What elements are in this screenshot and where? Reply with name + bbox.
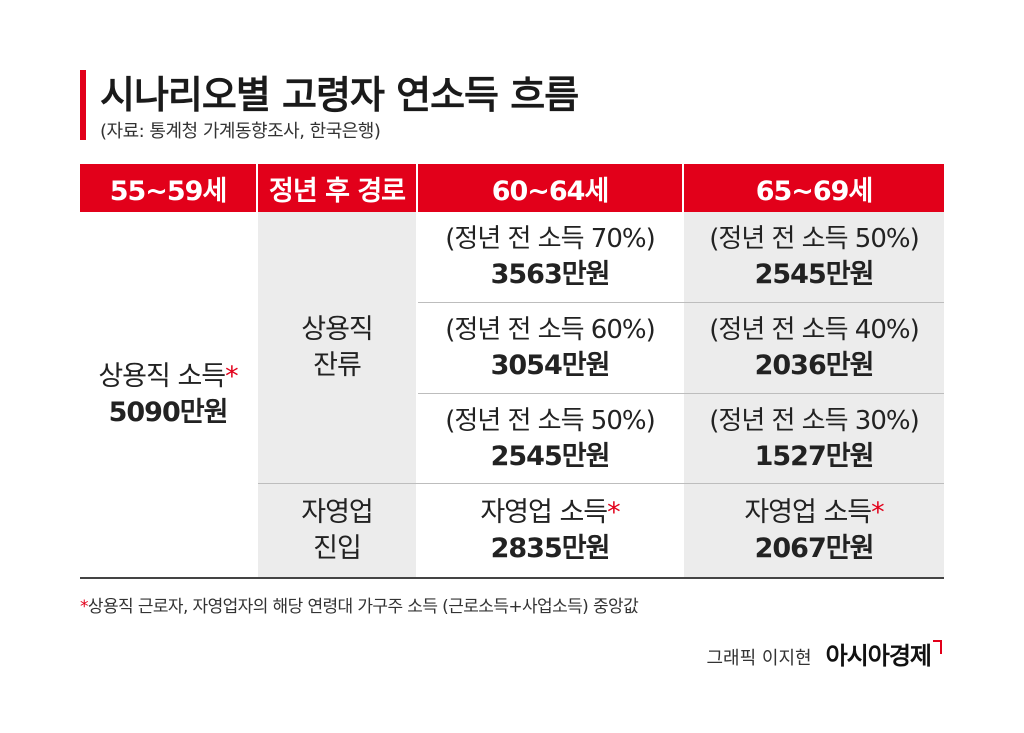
amount-value: 2036만원 [754, 350, 875, 381]
header-60-64: 60~64세 [418, 164, 682, 212]
amount-value: 3563만원 [490, 259, 611, 290]
row-divider [418, 302, 944, 303]
header-65-69: 65~69세 [684, 164, 944, 212]
pct-label: (정년 전 소득 40%) [709, 315, 919, 345]
row-divider [258, 483, 944, 484]
pct-label: (정년 전 소득 50%) [709, 224, 919, 254]
header-55-59: 55~59세 [80, 164, 256, 212]
pct-label: 자영업 소득* [744, 496, 884, 528]
pct-label: (정년 전 소득 50%) [445, 405, 655, 436]
credit-byline: 그래픽 이지현 [706, 648, 812, 669]
amount-value: 2545만원 [490, 440, 611, 472]
pct-label: (정년 전 소득 70%) [445, 224, 655, 254]
credit: 그래픽 이지현 아시아경제 [706, 636, 942, 671]
footnote: *상용직 근로자, 자영업자의 해당 연령대 가구주 소득 (근로소득+사업소득… [80, 597, 639, 617]
pct-label: (정년 전 소득 30%) [709, 405, 919, 436]
cell-55-59-amount: 5090만원 [108, 396, 229, 428]
amount-value: 3054만원 [490, 350, 611, 381]
cell-60-64-row3: (정년 전 소득 50%) 2545만원 [418, 394, 682, 483]
source-note: (자료: 통계청 가계동향조사, 한국은행) [100, 121, 381, 142]
cell-60-64-row1: (정년 전 소득 70%) 3563만원 [418, 212, 682, 302]
cell-60-64-row4: 자영업 소득* 2835만원 [418, 484, 682, 577]
path-stay-line2: 잔류 [313, 349, 362, 381]
header-path: 정년 후 경로 [258, 164, 416, 212]
row-divider [418, 393, 944, 394]
path-stay: 상용직 잔류 [258, 212, 416, 483]
amount-value: 2545만원 [754, 259, 875, 290]
path-self-line1: 자영업 [301, 496, 374, 528]
cell-65-69-row2: (정년 전 소득 40%) 2036만원 [684, 303, 944, 393]
cell-65-69-row1: (정년 전 소득 50%) 2545만원 [684, 212, 944, 302]
logo-mark-icon [933, 640, 942, 654]
table-bottom-rule [80, 577, 944, 579]
pct-label: 자영업 소득* [480, 496, 620, 528]
cell-65-69-row4: 자영업 소득* 2067만원 [684, 484, 944, 577]
path-self: 자영업 진입 [258, 484, 416, 577]
cell-60-64-row2: (정년 전 소득 60%) 3054만원 [418, 303, 682, 393]
amount-value: 2835만원 [490, 532, 611, 564]
amount-value: 2067만원 [754, 532, 875, 564]
page-title: 시나리오별 고령자 연소득 흐름 [100, 73, 579, 117]
path-stay-line1: 상용직 [301, 313, 374, 345]
path-self-line2: 진입 [313, 532, 362, 564]
cell-55-59: 상용직 소득* 5090만원 [80, 212, 256, 577]
title-accent-bar [80, 70, 86, 140]
cell-55-59-label: 상용직 소득* [98, 360, 238, 392]
amount-value: 1527만원 [754, 440, 875, 472]
cell-65-69-row3: (정년 전 소득 30%) 1527만원 [684, 394, 944, 483]
pct-label: (정년 전 소득 60%) [445, 315, 655, 345]
brand-logo: 아시아경제 [826, 636, 942, 671]
